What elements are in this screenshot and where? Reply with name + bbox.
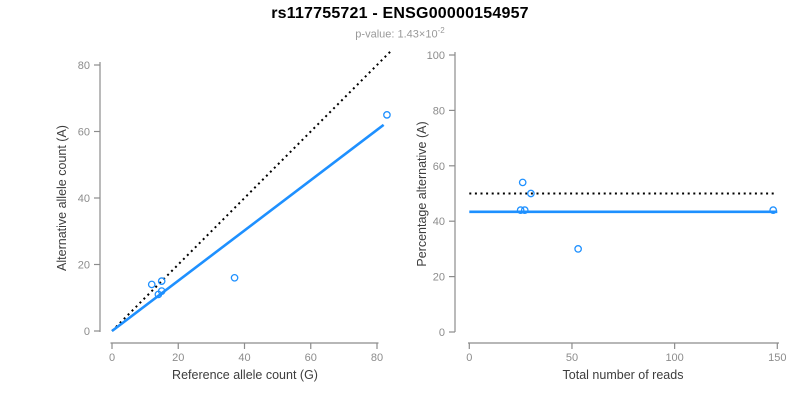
data-point	[516, 206, 525, 214]
y-tick-label: 20	[433, 272, 445, 284]
y-tick-label: 80	[433, 105, 445, 117]
data-point	[527, 189, 535, 198]
data-point	[230, 273, 239, 282]
data-point	[574, 245, 582, 253]
y-tick-label: 0	[84, 326, 90, 338]
fit-line	[111, 123, 385, 333]
y-tick-label: 40	[433, 216, 445, 228]
right-plot: 0 50 100 150 0 20 40 60 80 100	[427, 50, 787, 364]
x-tick-label: 80	[371, 352, 383, 364]
x-tick-label: 40	[238, 352, 250, 364]
x-tick-label: 50	[566, 352, 578, 364]
y-tick-label: 60	[433, 161, 445, 173]
y-tick-label: 60	[78, 127, 90, 139]
right-xaxis-title: Total number of reads	[562, 368, 684, 382]
y-tick-label: 80	[78, 60, 90, 72]
figure-subtitle: p-value: 1.43×10-2	[0, 26, 800, 41]
left-xaxis-title: Reference allele count (G)	[172, 368, 318, 382]
p-value-text: p-value: 1.43×10	[355, 28, 438, 41]
left-yaxis-title: Alternative allele count (A)	[55, 125, 69, 271]
x-tick-label: 60	[305, 352, 317, 364]
y-tick-label: 100	[427, 50, 445, 62]
x-tick-label: 100	[665, 352, 683, 364]
data-point	[157, 287, 166, 295]
y-tick-label: 0	[439, 327, 445, 339]
left-plot: 0 20 40 60 80 0 20 40 60 80	[78, 50, 391, 364]
y-tick-label: 40	[78, 193, 90, 205]
x-tick-label: 150	[768, 352, 786, 364]
data-point	[147, 280, 156, 289]
x-tick-label: 20	[172, 352, 184, 364]
data-point	[518, 178, 527, 187]
p-value-exponent: -2	[437, 26, 445, 35]
data-point	[520, 206, 529, 214]
y-tick-label: 20	[78, 260, 90, 272]
data-point	[157, 277, 166, 285]
figure-title: rs117755721 - ENSG00000154957	[271, 5, 529, 22]
data-point	[383, 111, 391, 119]
identity-line	[111, 50, 391, 332]
data-point	[769, 206, 778, 214]
x-tick-label: 0	[466, 352, 472, 364]
x-tick-label: 0	[109, 352, 115, 364]
right-yaxis-title: Percentage alternative (A)	[415, 121, 429, 267]
